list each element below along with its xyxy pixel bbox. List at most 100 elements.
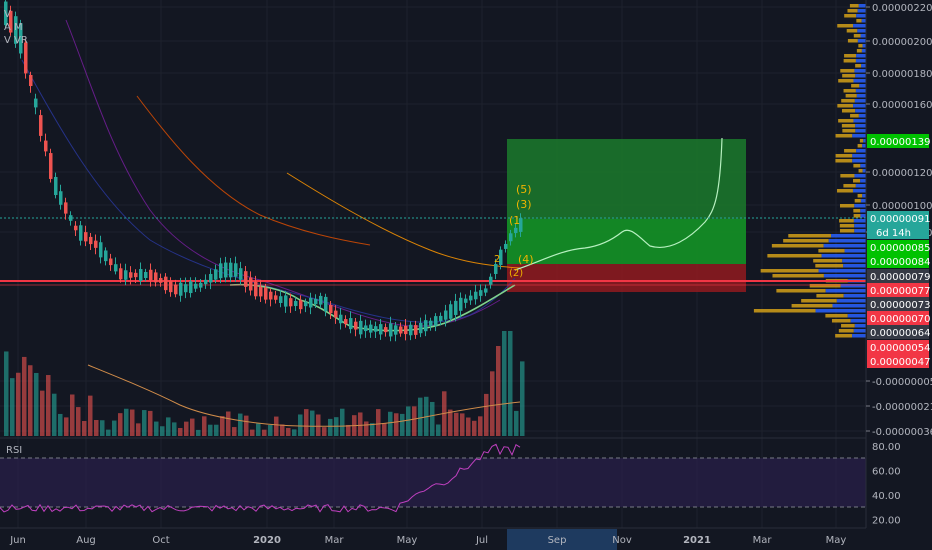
price-badge[interactable]: 0.00000070 [867, 311, 930, 325]
candle-body [164, 276, 168, 291]
candle-body [274, 295, 278, 300]
price-badge-label: 0.00000077 [870, 286, 930, 297]
candle-body [304, 301, 308, 307]
candle-body [359, 320, 363, 335]
legend-line-3: V VR [4, 35, 28, 46]
candle-body [154, 272, 158, 283]
volume-bar [448, 409, 453, 436]
time-axis-selection[interactable] [507, 529, 617, 550]
volume-bar [412, 406, 417, 436]
price-badge[interactable]: 0.00000085 [867, 240, 930, 254]
price-badge-label: 0.00000084 [870, 257, 930, 268]
candle-body [424, 320, 428, 332]
ma-orange-line-2 [286, 172, 521, 269]
candle-body [64, 202, 68, 214]
volume-bar [112, 420, 117, 436]
y-tick-label: 0.00000160 [872, 100, 932, 111]
candle-body [174, 284, 178, 295]
candle-body [59, 191, 63, 205]
volume-bar [178, 427, 183, 436]
profile-bar-up [842, 74, 856, 78]
profile-bar-down [860, 164, 866, 168]
candle-body [249, 277, 253, 291]
candle-body [434, 316, 438, 326]
candle-body [179, 282, 183, 296]
volume-bar [328, 418, 333, 436]
candle-body [419, 322, 423, 334]
y-tick-label: -0.00000005 [872, 377, 932, 388]
candle-body [474, 291, 478, 300]
candle-body [244, 271, 248, 287]
candle-body [49, 153, 53, 179]
volume-bars [4, 331, 525, 436]
price-badge[interactable]: 0.00000079 [867, 269, 930, 283]
wave-label-2a: 2 [494, 254, 500, 265]
volume-bar [88, 395, 93, 436]
volume-bar [58, 413, 63, 436]
time-axis[interactable] [0, 528, 932, 550]
profile-bar-up [835, 334, 853, 338]
x-tick-label: Aug [76, 535, 96, 546]
volume-bar [304, 409, 309, 436]
volume-bar [10, 378, 15, 436]
profile-bar-down [854, 99, 866, 103]
volume-bar [64, 417, 69, 436]
volume-bar [154, 421, 159, 436]
volume-bar [34, 372, 39, 436]
rsi-tick-label: 40.00 [872, 491, 901, 502]
candle-body [119, 268, 123, 280]
candle-body [204, 279, 208, 285]
candle-body [44, 140, 48, 152]
profile-bar-down [844, 249, 866, 253]
volume-bar [496, 346, 501, 436]
price-badge[interactable]: 0.00000054 [867, 340, 930, 354]
profile-bar-down [856, 94, 866, 98]
volume-bar [268, 425, 273, 436]
price-badge-label: 0.00000073 [870, 300, 930, 311]
volume-bar [466, 417, 471, 436]
projection-path [514, 137, 723, 271]
candle-body [354, 321, 358, 330]
candle-body [264, 287, 268, 300]
y-tick-label: -0.00000036 [872, 427, 932, 438]
price-badge[interactable]: 0.00000077 [867, 283, 930, 297]
volume-bar [262, 429, 267, 436]
rsi-line [0, 443, 521, 513]
rsi-tick-label: 20.00 [872, 515, 901, 526]
profile-bar-up [843, 59, 856, 63]
profile-bar-down [853, 119, 866, 123]
legend-line-1: V [4, 9, 11, 20]
profile-bar-down [823, 274, 866, 278]
volume-bar [172, 422, 177, 436]
profile-bar-up [847, 9, 858, 13]
candle-body [294, 300, 298, 307]
profile-bar-down [853, 219, 866, 223]
candle-body [394, 325, 398, 335]
volume-bar [136, 423, 141, 436]
price-badge[interactable]: 0.00000073 [867, 297, 930, 311]
volume-bar [292, 429, 297, 436]
volume-bar [100, 420, 105, 436]
volume-bar [124, 408, 129, 436]
price-badge[interactable]: 0.00000047 [867, 354, 930, 368]
volume-bar [340, 408, 345, 436]
price-badge[interactable]: 0.00000139 [867, 134, 930, 148]
price-badge[interactable]: 6d 14h [867, 225, 929, 239]
price-badge[interactable]: 0.00000091 [867, 211, 930, 225]
x-tick-label: 2021 [683, 535, 711, 546]
profile-bar-up [841, 99, 855, 103]
volume-bar [364, 421, 369, 436]
profile-bar-up [813, 259, 843, 263]
profile-bar-up [837, 24, 854, 28]
price-badge[interactable]: 0.00000084 [867, 254, 930, 268]
price-badge[interactable]: 0.00000064 [867, 325, 930, 339]
wave-label-4: (4) [518, 253, 534, 266]
candle-body [144, 271, 148, 279]
candle-body [159, 278, 163, 283]
candle-body [289, 298, 293, 307]
stop-zone[interactable] [507, 264, 746, 292]
price-badge-label: 0.00000070 [870, 314, 930, 325]
wave-label-3: (3) [516, 198, 532, 211]
profile-bar-down [862, 144, 866, 148]
